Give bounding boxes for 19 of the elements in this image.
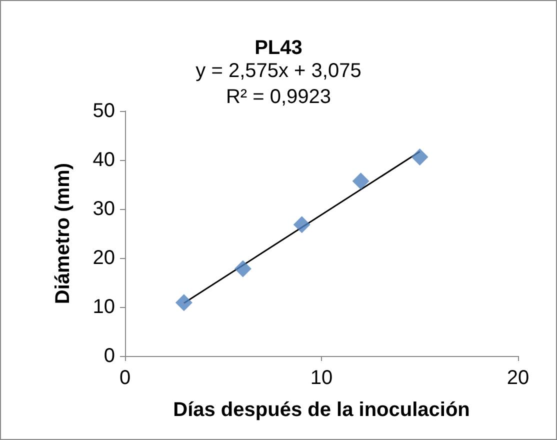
point — [411, 148, 428, 166]
y-tick-label: 0 — [104, 345, 115, 367]
point — [293, 216, 310, 234]
text: R² = 0,9923 — [226, 86, 332, 108]
point — [352, 172, 370, 190]
x-tick-label: 0 — [119, 367, 131, 389]
x-axis-title: Días después de la inoculación — [173, 399, 470, 421]
x-tick-label: 10 — [310, 367, 333, 389]
x-tick-label: 20 — [506, 367, 530, 389]
y-axis-title: Diámetro (mm) — [52, 162, 74, 304]
y-tick-label: 50 — [92, 100, 115, 122]
y-tick-label: 10 — [92, 296, 115, 318]
text: y = 2,575x + 3,075 — [196, 60, 362, 82]
point — [234, 260, 252, 278]
point — [175, 294, 192, 312]
y-tick-label: 20 — [92, 247, 115, 269]
y-tick-label: 40 — [92, 149, 115, 171]
chart-title: PL43 — [254, 37, 302, 59]
y-tick-label: 30 — [92, 198, 115, 220]
